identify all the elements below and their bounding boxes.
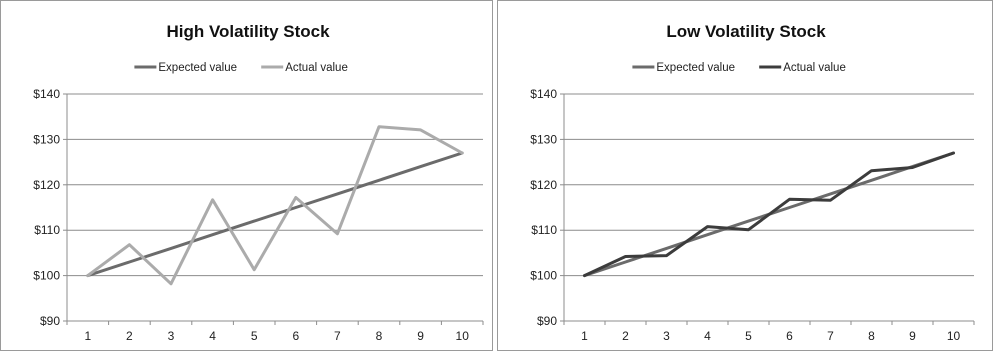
x-tick-label: 3 [663, 329, 670, 343]
y-tick-label: $110 [531, 223, 557, 237]
x-tick-label: 7 [334, 329, 341, 343]
y-tick-label: $130 [33, 132, 60, 146]
legend-label: Expected value [656, 62, 735, 74]
series-line-actual [86, 125, 464, 286]
x-tick-label: 4 [209, 329, 216, 343]
series-line-expected [86, 151, 464, 278]
x-tick-label: 6 [786, 329, 793, 343]
x-tick-label: 10 [947, 329, 961, 343]
x-tick-label: 6 [292, 329, 299, 343]
legend-label: Expected value [158, 62, 237, 74]
y-tick-label: $100 [530, 269, 557, 283]
chart-title: Low Volatility Stock [666, 22, 826, 41]
x-tick-label: 1 [84, 329, 91, 343]
y-tick-label: $120 [530, 178, 557, 192]
y-tick-label: $90 [537, 314, 557, 328]
x-tick-label: 1 [581, 329, 588, 343]
x-tick-label: 5 [251, 329, 258, 343]
y-tick-label: $120 [33, 178, 60, 192]
y-tick-label: $130 [530, 132, 557, 146]
legend-label: Actual value [783, 62, 846, 74]
x-tick-label: 2 [622, 329, 629, 343]
chart-panel-low-volatility: Low Volatility Stock Expected value Actual… [497, 0, 993, 351]
x-tick-label: 8 [868, 329, 875, 343]
x-tick-label: 2 [126, 329, 133, 343]
x-tick-label: 9 [909, 329, 916, 343]
chart-svg-low-volatility: Low Volatility Stock Expected value Actual… [530, 22, 975, 343]
y-tick-label: $90 [40, 314, 60, 328]
y-tick-label: $100 [33, 269, 60, 283]
chart-svg-high-volatility: High Volatility Stock Expected value Actua… [33, 22, 484, 343]
y-tick-label: $140 [33, 87, 60, 101]
y-tick-label: $110 [34, 223, 60, 237]
chart-panel-high-volatility: High Volatility Stock Expected value Actua… [0, 0, 493, 351]
x-tick-label: 8 [376, 329, 383, 343]
x-tick-label: 4 [704, 329, 711, 343]
chart-title: High Volatility Stock [166, 22, 330, 41]
series-line-actual [583, 151, 955, 278]
x-tick-label: 7 [827, 329, 834, 343]
x-tick-label: 9 [417, 329, 424, 343]
x-tick-label: 5 [745, 329, 752, 343]
x-tick-label: 3 [168, 329, 175, 343]
legend-label: Actual value [285, 62, 348, 74]
x-tick-label: 10 [456, 329, 470, 343]
y-tick-label: $140 [530, 87, 557, 101]
